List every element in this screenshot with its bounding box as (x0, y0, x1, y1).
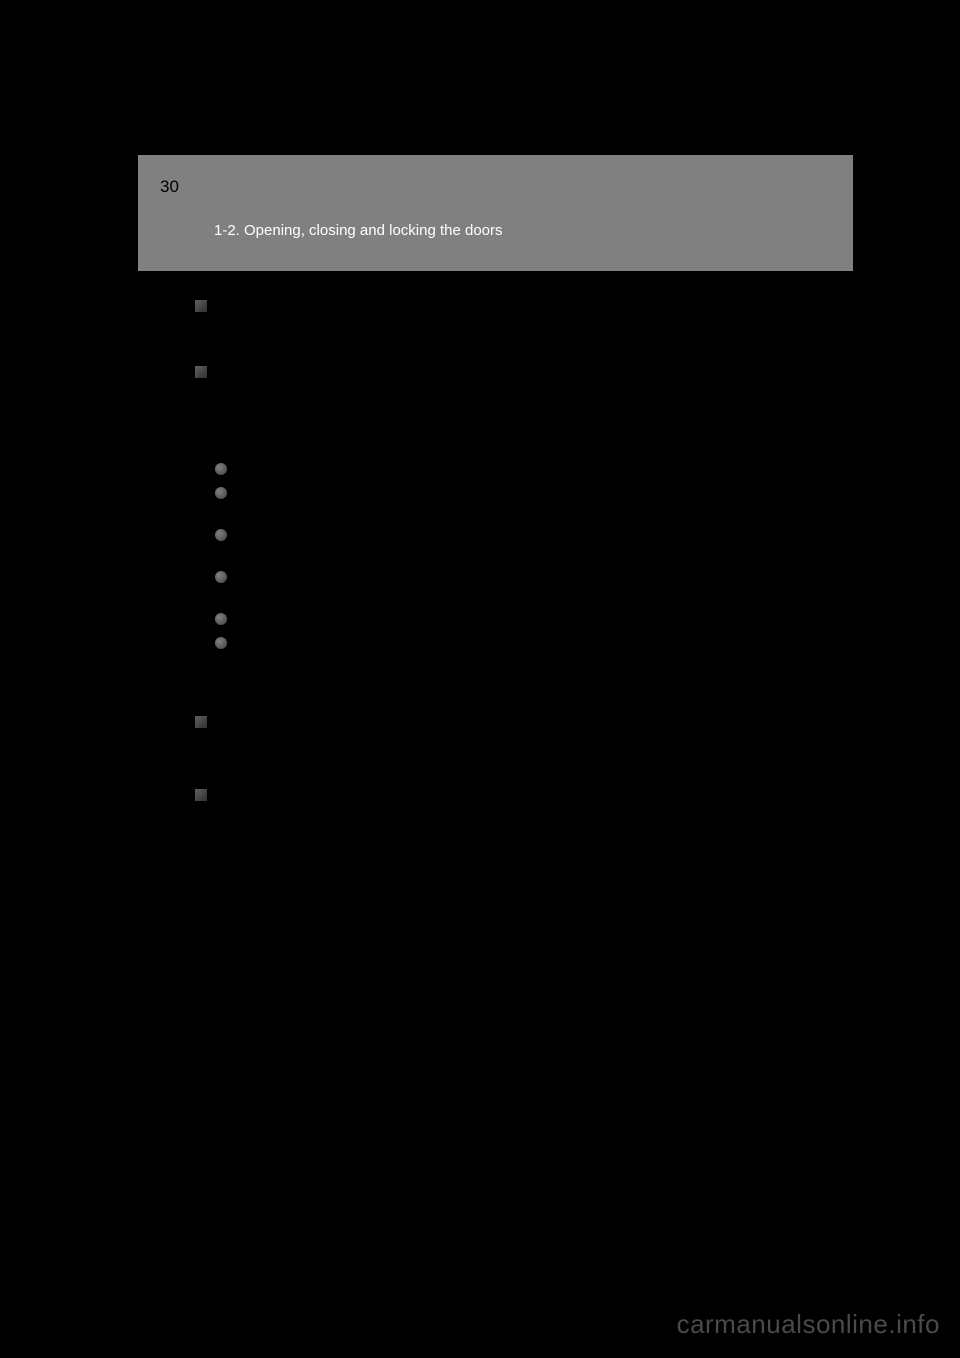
header-bar (138, 155, 853, 271)
bullet-text: When the electronic key battery is deple… (235, 463, 835, 481)
list-item: When multiple electronic keys are in the… (215, 613, 835, 631)
block-text: The smart key system uses weak radio wav… (215, 388, 835, 451)
round-bullet-icon (215, 637, 227, 649)
square-bullet-icon (195, 789, 207, 801)
square-bullet-icon (195, 716, 207, 728)
block-text: A buzzer sounds and the emergency flashe… (215, 322, 835, 364)
content-block-entering: Entering with the electronic key when th… (195, 789, 835, 861)
bullet-text: When another wireless key (that emits ra… (235, 637, 835, 655)
watermark: carmanualsonline.info (677, 1309, 940, 1340)
square-bullet-icon (195, 300, 207, 312)
round-bullet-icon (215, 529, 227, 541)
page-number: 30 (160, 177, 179, 197)
content-block-operation-signals: Operation signals A buzzer sounds and th… (195, 300, 835, 372)
bullet-text: When the electronic key has come into co… (235, 571, 835, 607)
block-footer: If the vehicle cannot be locked and unlo… (215, 665, 835, 686)
round-bullet-icon (215, 571, 227, 583)
content-block-battery: When the 12-volt battery is discharged T… (195, 716, 835, 788)
bullet-text: When carrying a portable radio, cellular… (235, 529, 835, 565)
square-bullet-icon (195, 366, 207, 378)
section-title: 1-2. Opening, closing and locking the do… (214, 222, 503, 239)
round-bullet-icon (215, 613, 227, 625)
content-block-conditions: Conditions affecting operation The smart… (195, 366, 835, 694)
bullet-text: When multiple electronic keys are in the… (235, 613, 835, 631)
round-bullet-icon (215, 487, 227, 499)
list-item: When the electronic key battery is deple… (215, 463, 835, 481)
list-item: When the electronic key has come into co… (215, 571, 835, 607)
list-item: Near a TV tower, electric power plant, g… (215, 487, 835, 523)
block-heading: Operation signals (215, 300, 340, 318)
block-text: The door cannot be locked or unlocked us… (215, 738, 835, 780)
list-item: When carrying a portable radio, cellular… (215, 529, 835, 565)
block-heading: Conditions affecting operation (215, 366, 426, 384)
block-text: A beep will sound, and a caution indicat… (215, 811, 835, 853)
round-bullet-icon (215, 463, 227, 475)
block-heading: When the 12-volt battery is discharged (215, 716, 488, 734)
bullet-list: When the electronic key battery is deple… (215, 463, 835, 655)
bullet-text: Near a TV tower, electric power plant, g… (235, 487, 835, 523)
block-heading: Entering with the electronic key when th… (215, 789, 634, 807)
list-item: When another wireless key (that emits ra… (215, 637, 835, 655)
